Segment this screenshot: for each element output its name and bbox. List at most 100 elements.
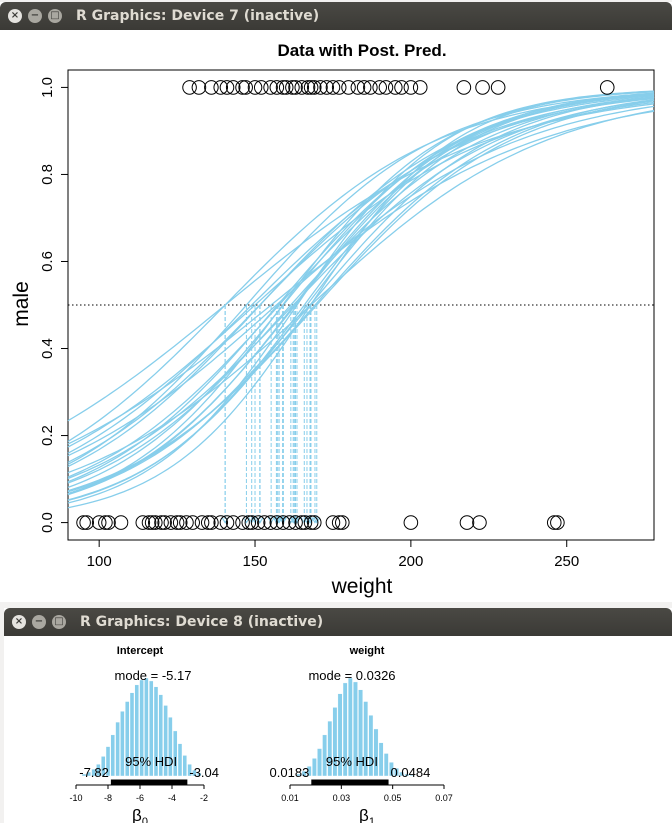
posterior-curve [67, 90, 655, 504]
x-axis-label: β1 [359, 806, 375, 823]
graphics-window-device7: × − □ R Graphics: Device 7 (inactive) Da… [0, 2, 672, 602]
data-point-female [241, 515, 257, 530]
x-tick-label: -8 [104, 793, 112, 803]
histogram-title: weight [349, 645, 385, 657]
histogram-bar [337, 693, 343, 777]
histogram-bar [120, 711, 125, 777]
intercept-histogram: Intercept mode = -5.17 95% HDI -7.82 -3.04 -1… [69, 645, 219, 823]
data-point-female [225, 515, 241, 530]
data-point-female [403, 515, 419, 530]
data-point-male [341, 80, 356, 95]
data-point-female [204, 515, 219, 530]
histogram-bar [177, 743, 183, 777]
minimize-icon[interactable]: − [28, 9, 42, 23]
close-icon[interactable]: × [8, 9, 22, 23]
data-point-male [204, 80, 219, 95]
data-point-male [191, 80, 207, 95]
data-point-male [263, 80, 278, 95]
threshold-arrow [251, 517, 259, 524]
x-tick-label: -10 [69, 793, 82, 803]
data-point-female [154, 515, 169, 530]
histogram-bar [163, 705, 168, 777]
posterior-curve [67, 97, 655, 454]
data-point-female [185, 515, 200, 530]
data-point-female [91, 515, 107, 530]
histogram-bar [153, 686, 159, 777]
hdi-low-label: 0.0183 [270, 765, 310, 780]
histogram-bar [378, 742, 384, 777]
histogram-bar [129, 692, 135, 777]
data-points [76, 80, 615, 530]
data-point-female [244, 515, 260, 530]
data-point-male [456, 80, 472, 95]
histogram-bar [139, 679, 144, 777]
data-point-male [253, 80, 269, 95]
data-point-female [200, 515, 216, 530]
x-tick-label: 0.07 [435, 793, 453, 803]
data-point-male [219, 80, 235, 95]
window-titlebar[interactable]: × − □ R Graphics: Device 8 (inactive) [4, 608, 672, 636]
graphics-window-device8: × − □ R Graphics: Device 8 (inactive) In… [4, 608, 672, 823]
data-point-male [303, 80, 319, 95]
histogram-bar [124, 701, 130, 777]
data-point-male [599, 80, 615, 95]
window-titlebar[interactable]: × − □ R Graphics: Device 7 (inactive) [0, 2, 672, 30]
data-point-female [213, 515, 229, 530]
histogram-bar [86, 771, 92, 777]
hdi-label: 95% HDI [125, 754, 177, 769]
histogram-bar [144, 677, 149, 777]
data-point-male [490, 80, 506, 95]
posterior-curve [67, 99, 655, 480]
threshold-arrow [313, 517, 321, 524]
posterior-curve [67, 93, 655, 495]
histogram-bar [353, 681, 358, 777]
histogram-bar [358, 689, 363, 777]
data-point-female [194, 515, 210, 530]
data-point-female [169, 515, 185, 530]
data-point-female [306, 515, 322, 530]
data-point-female [282, 515, 297, 530]
x-tick-label: -4 [168, 793, 176, 803]
data-point-male [238, 80, 253, 95]
data-point-male [269, 80, 285, 95]
histogram-bar [100, 756, 106, 777]
x-tick-label: 200 [398, 553, 423, 570]
posterior-curve [67, 105, 655, 457]
data-point-male [356, 80, 372, 95]
data-point-female [275, 515, 291, 530]
x-tick-label: 0.01 [281, 793, 299, 803]
window-title: R Graphics: Device 8 (inactive) [80, 614, 324, 630]
data-point-female [472, 515, 487, 530]
data-point-male [378, 80, 394, 95]
posterior-histograms: Intercept mode = -5.17 95% HDI -7.82 -3.04 -1… [69, 645, 453, 823]
histogram-bar [409, 774, 415, 777]
posterior-curve [67, 96, 655, 463]
data-point-male [319, 80, 335, 95]
histogram-bar [342, 682, 348, 777]
histogram-bar [322, 734, 328, 777]
maximize-icon[interactable]: □ [52, 615, 66, 629]
histogram-bar [368, 715, 374, 777]
data-point-female [113, 515, 129, 530]
histogram-bar [115, 721, 120, 777]
data-point-male [331, 80, 347, 95]
data-point-male [294, 80, 310, 95]
data-point-male [235, 80, 250, 95]
data-point-female [141, 515, 157, 530]
histogram-bar [158, 694, 164, 777]
close-icon[interactable]: × [12, 615, 26, 629]
data-point-female [157, 515, 172, 530]
data-point-female [76, 515, 91, 530]
x-axis-label-subscript: 1 [369, 816, 375, 823]
histogram-bar [301, 770, 307, 777]
mode-label: mode = 0.0326 [308, 668, 395, 683]
histogram-bar [296, 773, 302, 777]
posterior-curve [67, 91, 655, 495]
y-tick-label: 0.2 [39, 425, 56, 446]
posterior-curve [67, 90, 655, 509]
histogram-bar [327, 720, 333, 777]
minimize-icon[interactable]: − [32, 615, 46, 629]
posterior-curve [67, 109, 655, 474]
maximize-icon[interactable]: □ [48, 9, 62, 23]
histogram-bar [96, 764, 101, 777]
